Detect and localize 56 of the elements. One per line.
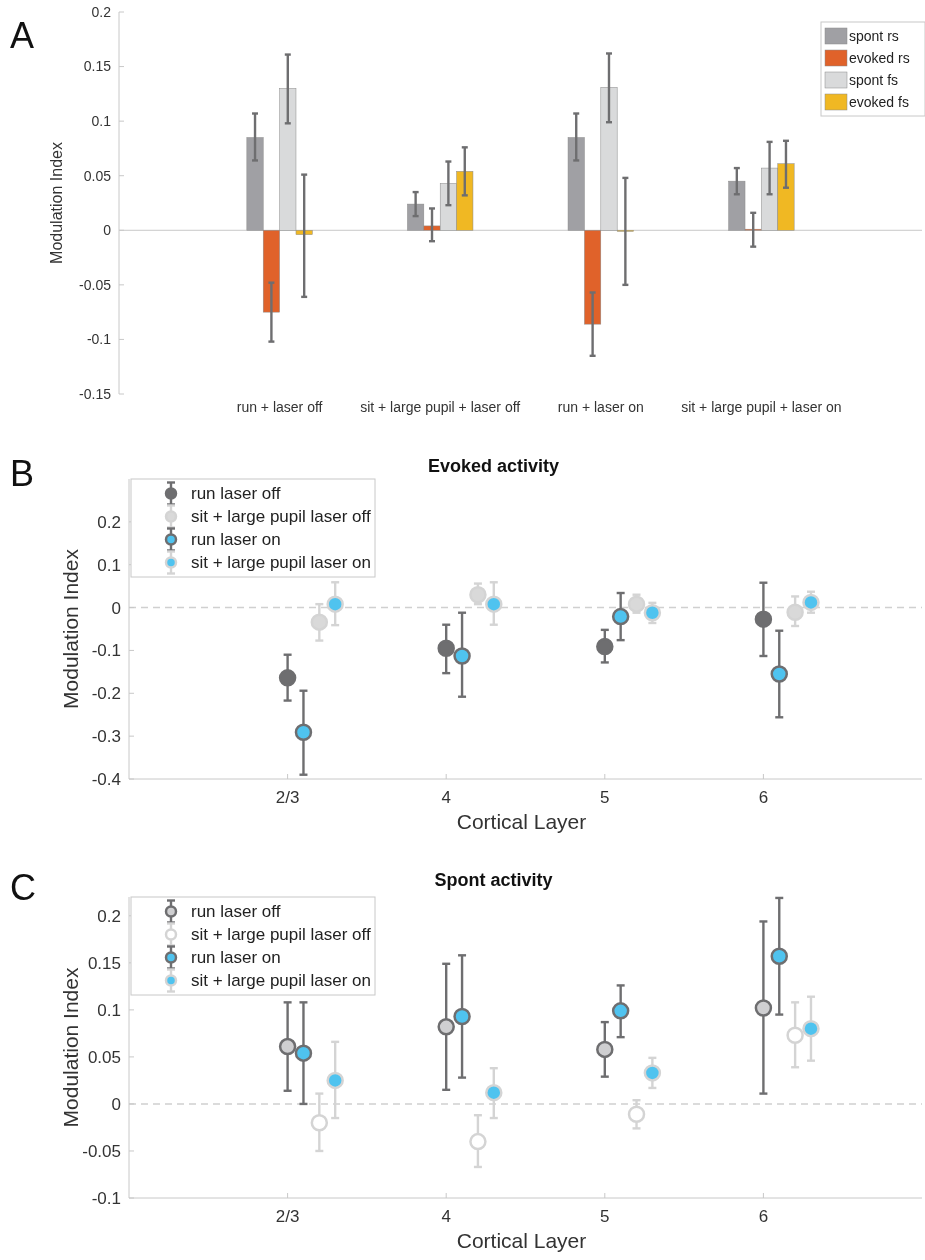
y-tick-label: 0.2 <box>97 512 121 532</box>
y-axis-title: Modulation Index <box>59 967 82 1128</box>
text: C <box>10 867 36 908</box>
x-tick-label: run + laser on <box>557 399 644 415</box>
y-tick-label: 0 <box>111 598 121 618</box>
x-tick-label: 2/3 <box>275 788 300 807</box>
legend-label: sit + large pupil laser on <box>191 971 372 991</box>
y-tick-label: 0.15 <box>87 953 121 973</box>
y-axis-title: Modulation Index <box>48 142 65 264</box>
x-tick-label: 6 <box>758 1207 769 1226</box>
x-tick-label: run + laser off <box>236 399 323 415</box>
legend-label: sit + large pupil laser on <box>191 553 372 573</box>
y-tick-label: -0.1 <box>91 641 121 661</box>
legend-label: sit + large pupil laser off <box>191 925 371 945</box>
x-tick-label: 4 <box>441 788 451 807</box>
x-tick-label: 4 <box>441 1207 451 1226</box>
legend-label: run laser off <box>191 902 281 922</box>
y-tick-label: 0 <box>111 1094 121 1114</box>
legend-label: sit + large pupil laser off <box>191 507 371 527</box>
text: A <box>10 15 35 56</box>
y-tick-label: -0.2 <box>91 684 121 704</box>
y-tick-label: -0.3 <box>91 727 121 747</box>
y-tick-label: 0.15 <box>83 58 112 75</box>
x-tick-label: sit + large pupil + laser off <box>360 399 521 415</box>
y-tick-label: -0.15 <box>79 385 112 402</box>
x-tick-label: 5 <box>600 1207 610 1226</box>
y-tick-label: -0.05 <box>82 1141 121 1161</box>
x-axis-title: Cortical Layer <box>456 810 587 833</box>
y-tick-label: -0.05 <box>79 276 112 293</box>
y-tick-label: 0.2 <box>91 3 112 20</box>
chart-title: Spont activity <box>434 870 553 890</box>
y-tick-label: 0.05 <box>87 1047 121 1067</box>
chart-title: Evoked activity <box>427 456 560 476</box>
x-tick-label: 5 <box>600 788 610 807</box>
x-tick-label: 6 <box>758 788 769 807</box>
y-tick-label: 0.1 <box>97 1000 121 1020</box>
legend-label: evoked rs <box>849 49 910 66</box>
y-tick-label: -0.1 <box>91 1188 121 1208</box>
legend-label: run laser off <box>191 484 281 504</box>
legend-label: spont rs <box>849 27 899 44</box>
y-tick-label: 0.1 <box>91 113 112 130</box>
y-tick-label: 0 <box>103 222 112 239</box>
y-tick-label: -0.4 <box>91 769 121 789</box>
legend-label: run laser on <box>191 530 281 550</box>
y-tick-label: 0.05 <box>83 167 112 184</box>
x-tick-label: 2/3 <box>275 1207 300 1226</box>
x-axis-title: Cortical Layer <box>456 1229 587 1252</box>
legend-label: run laser on <box>191 948 281 968</box>
y-axis-title: Modulation Index <box>59 548 82 709</box>
x-tick-label: sit + large pupil + laser on <box>681 399 842 415</box>
legend-label: evoked fs <box>849 93 909 110</box>
y-tick-label: 0.1 <box>97 555 121 575</box>
text: B <box>10 453 35 494</box>
y-tick-label: -0.1 <box>86 331 112 348</box>
legend-label: spont fs <box>849 71 899 88</box>
y-tick-label: 0.2 <box>97 906 121 926</box>
